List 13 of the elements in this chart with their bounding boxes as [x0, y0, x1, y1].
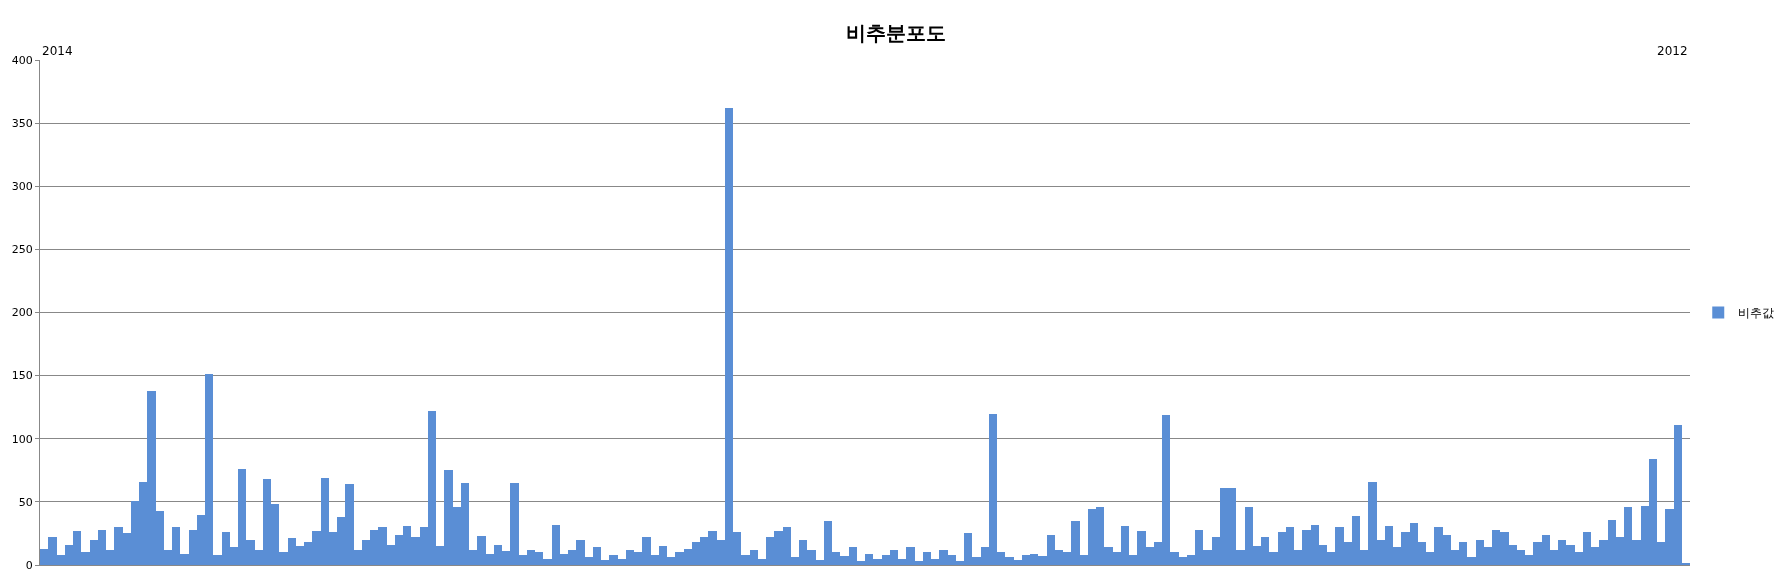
- chart-title: 비추분포도: [845, 21, 946, 46]
- text: 2012: [1657, 44, 1688, 58]
- text: 2014: [42, 44, 73, 58]
- y-tick-label: 50: [18, 495, 33, 509]
- legend-label: 비추값: [1738, 306, 1775, 321]
- y-tick-label: 300: [11, 180, 33, 194]
- y-tick-label: 150: [11, 369, 33, 383]
- y-tick-label: 100: [11, 432, 33, 446]
- y-tick-label: 0: [25, 558, 33, 572]
- y-tick-label: 400: [11, 53, 33, 67]
- y-tick-label: 200: [11, 306, 33, 320]
- y-tick-label: 250: [11, 243, 33, 257]
- y-tick-label: 350: [11, 116, 33, 130]
